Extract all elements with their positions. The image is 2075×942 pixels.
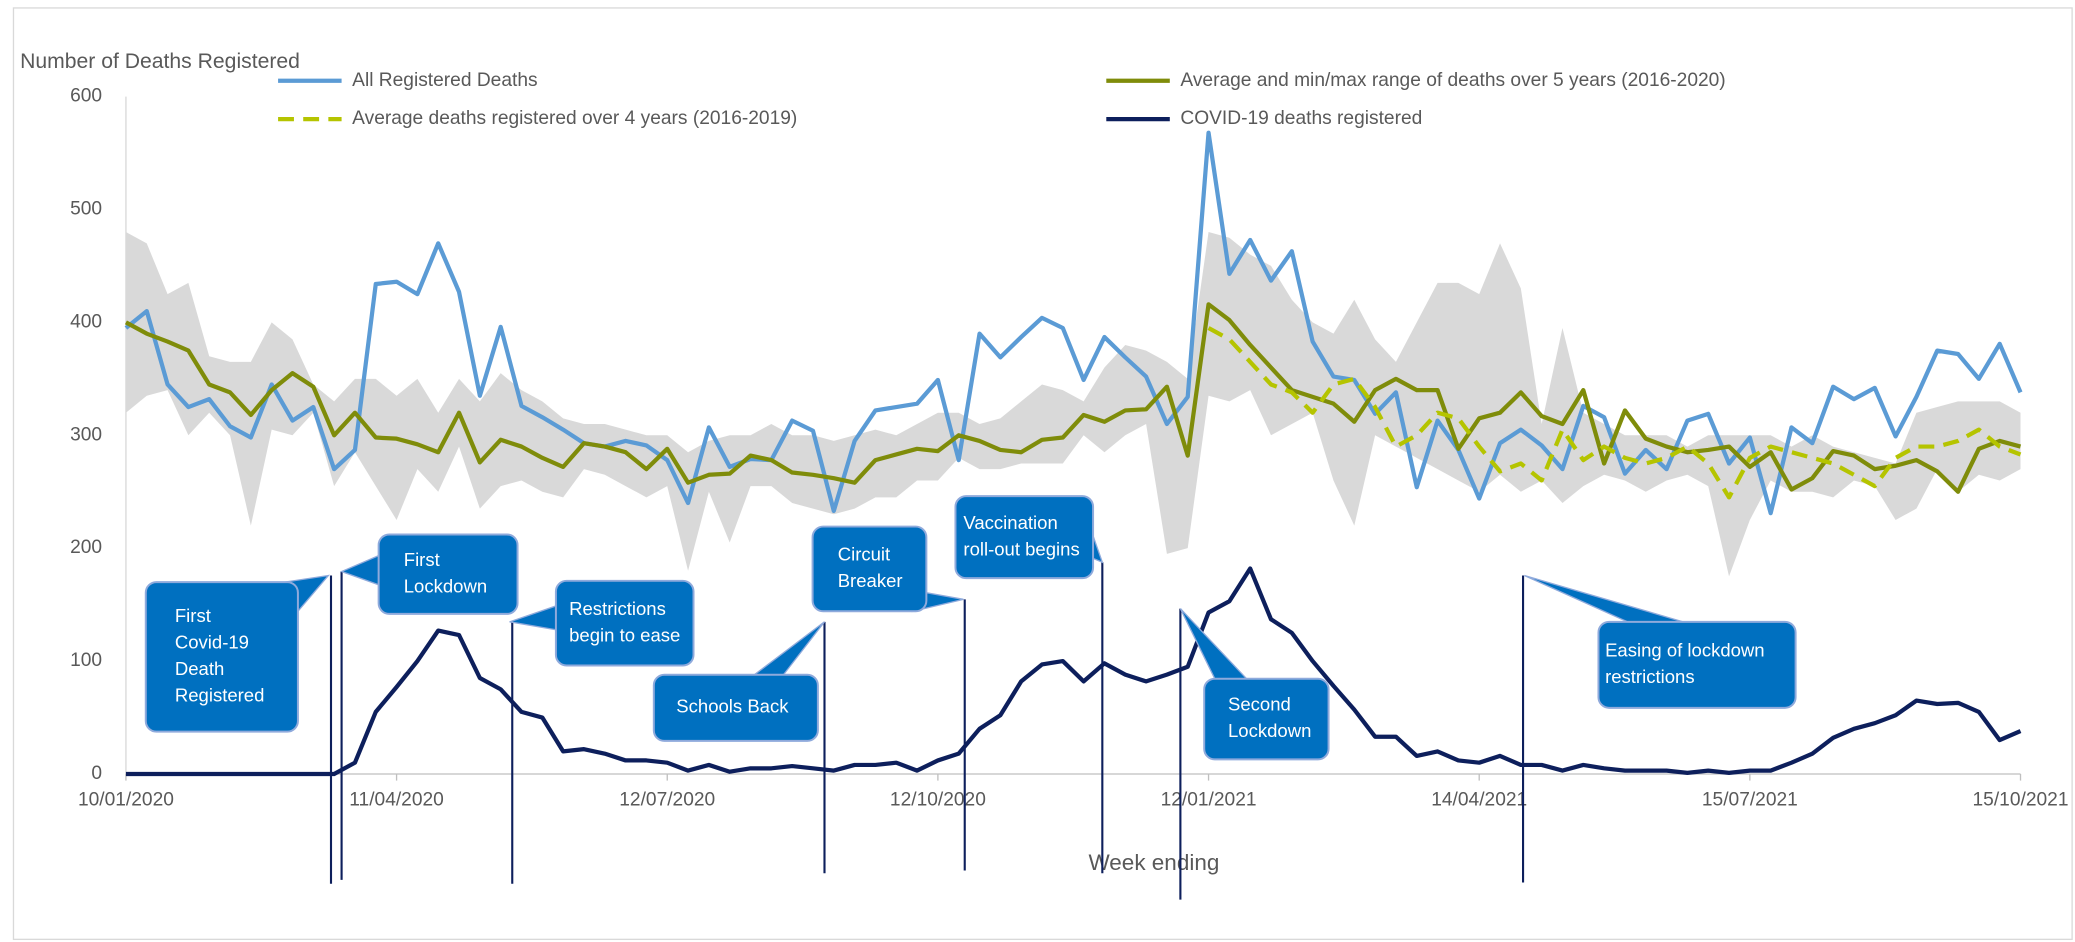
annotation: Restrictions begin to ease <box>509 579 695 884</box>
series-line <box>1207 326 2022 500</box>
callout-box <box>954 495 1095 580</box>
x-tick-label: 12/01/2021 <box>1161 789 1257 810</box>
y-tick-label: 200 <box>70 537 102 558</box>
x-tick-label: 11/04/2020 <box>349 789 444 810</box>
callout-text: Lockdown <box>404 575 487 596</box>
callout-box <box>1203 677 1330 761</box>
callout-text: Covid-19 <box>175 632 249 653</box>
annotation: Second Lockdown <box>1179 608 1330 900</box>
callout-text: Schools Back <box>676 696 789 717</box>
x-tick-label: 14/04/2021 <box>1431 789 1527 810</box>
y-tick-label: 600 <box>70 86 102 107</box>
annotation: First Covid-19 Death Registered <box>144 574 333 884</box>
callout-text: begin to ease <box>569 624 680 645</box>
x-tick-label: 15/07/2021 <box>1702 789 1798 810</box>
callout-text: First <box>404 549 441 570</box>
callout-text: Second <box>1228 694 1291 715</box>
callout-box <box>377 533 519 615</box>
callout-box <box>652 673 819 742</box>
x-axis-label: Week ending <box>1089 850 1220 875</box>
callout-text: Easing of lockdown <box>1605 639 1765 660</box>
callout-box <box>144 581 299 733</box>
annotation: Circuit Breaker <box>811 525 966 871</box>
annotation: Vaccination roll-out begins <box>954 495 1104 874</box>
callout-text: Registered <box>175 684 265 705</box>
x-tick-label: 15/10/2021 <box>1973 789 2069 810</box>
callout-box <box>1597 620 1797 709</box>
annotation: Easing of lockdown restrictions <box>1521 574 1797 883</box>
y-axis-label: Number of Deaths Registered <box>20 50 300 73</box>
y-tick-label: 0 <box>91 763 102 784</box>
range-band <box>125 232 2021 577</box>
callout-text: First <box>175 605 212 626</box>
x-tick-label: 12/10/2020 <box>890 789 986 810</box>
annotation: First Lockdown <box>339 533 519 880</box>
y-tick-label: 300 <box>70 424 102 445</box>
annotation: Schools Back <box>652 621 826 874</box>
callout-text: restrictions <box>1605 666 1695 687</box>
y-tick-label: 400 <box>70 311 102 332</box>
callout-text: Breaker <box>838 570 903 591</box>
y-tick-label: 100 <box>70 650 102 671</box>
callout-text: roll-out begins <box>963 538 1079 559</box>
callout-text: Restrictions <box>569 598 666 619</box>
callout-text: Death <box>175 658 224 679</box>
y-tick-label: 500 <box>70 199 102 220</box>
series-line <box>124 130 2023 516</box>
legend-label: COVID-19 deaths registered <box>1180 108 1422 129</box>
callout-box <box>811 525 928 613</box>
callout-text: Lockdown <box>1228 720 1311 741</box>
callout-text: Circuit <box>838 544 891 565</box>
legend-label: All Registered Deaths <box>352 70 537 91</box>
series-line <box>125 566 2022 777</box>
x-tick-label: 10/01/2020 <box>78 789 174 810</box>
x-tick-label: 12/07/2020 <box>619 789 715 810</box>
legend-label: Average deaths registered over 4 years (… <box>352 108 797 129</box>
legend-label: Average and min/max range of deaths over… <box>1180 70 1725 91</box>
series-line <box>124 302 2022 494</box>
callout-box <box>554 579 695 667</box>
callout-text: Vaccination <box>963 512 1057 533</box>
